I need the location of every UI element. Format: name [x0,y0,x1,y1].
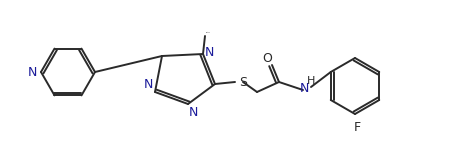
Text: H: H [307,76,315,86]
Text: methyl: methyl [206,32,211,33]
Text: S: S [239,75,247,89]
Text: O: O [262,52,272,65]
Text: N: N [144,78,153,91]
Text: N: N [189,106,199,119]
Text: N: N [205,47,214,59]
Text: N: N [27,66,37,78]
Text: F: F [354,121,361,134]
Text: N: N [299,83,309,95]
